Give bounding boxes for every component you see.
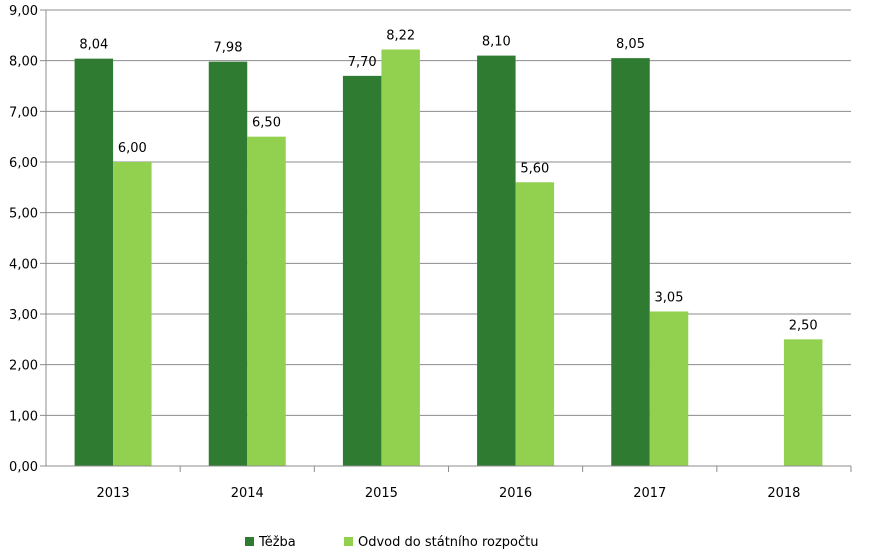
- bar-odvod: [515, 182, 555, 466]
- bar-tezba: [208, 61, 248, 467]
- data-label: 5,60: [520, 161, 549, 176]
- y-tick-label: 2,00: [9, 359, 38, 374]
- bar-odvod: [113, 162, 152, 466]
- bar-odvod: [649, 311, 689, 466]
- bar-odvod: [381, 49, 420, 467]
- bar-odvod: [783, 339, 823, 466]
- data-label: 6,00: [118, 141, 147, 156]
- y-tick-label: 8,00: [9, 55, 38, 70]
- bar-tezba: [477, 55, 516, 466]
- data-label: 8,04: [79, 38, 108, 53]
- y-tick-label: 6,00: [9, 156, 38, 171]
- x-tick-label: 2017: [633, 486, 666, 501]
- x-tick-label: 2018: [767, 486, 800, 501]
- legend-label: Těžba: [258, 535, 296, 550]
- data-label: 8,22: [386, 29, 415, 44]
- y-tick-label: 5,00: [9, 207, 38, 222]
- data-label: 8,10: [482, 35, 511, 50]
- bar-odvod: [247, 136, 286, 466]
- data-label: 8,05: [616, 37, 645, 52]
- bar-tezba: [611, 58, 650, 467]
- data-label: 7,98: [214, 41, 243, 56]
- bar-tezba: [342, 75, 382, 466]
- legend-swatch: [245, 537, 254, 546]
- x-tick-label: 2016: [499, 486, 532, 501]
- y-tick-label: 1,00: [9, 409, 38, 424]
- y-tick-label: 7,00: [9, 105, 38, 120]
- x-tick-label: 2014: [231, 486, 264, 501]
- data-label: 7,70: [348, 55, 377, 70]
- data-label: 3,05: [655, 290, 684, 305]
- y-tick-label: 9,00: [9, 4, 38, 19]
- y-tick-label: 4,00: [9, 257, 38, 272]
- legend-swatch: [344, 537, 353, 546]
- y-tick-label: 3,00: [9, 308, 38, 323]
- legend-label: Odvod do státního rozpočtu: [358, 535, 539, 550]
- bar-tezba: [74, 58, 114, 466]
- x-tick-label: 2013: [97, 486, 130, 501]
- data-label: 6,50: [252, 116, 281, 131]
- y-tick-label: 0,00: [9, 460, 38, 475]
- data-label: 2,50: [789, 318, 818, 333]
- x-tick-label: 2015: [365, 486, 398, 501]
